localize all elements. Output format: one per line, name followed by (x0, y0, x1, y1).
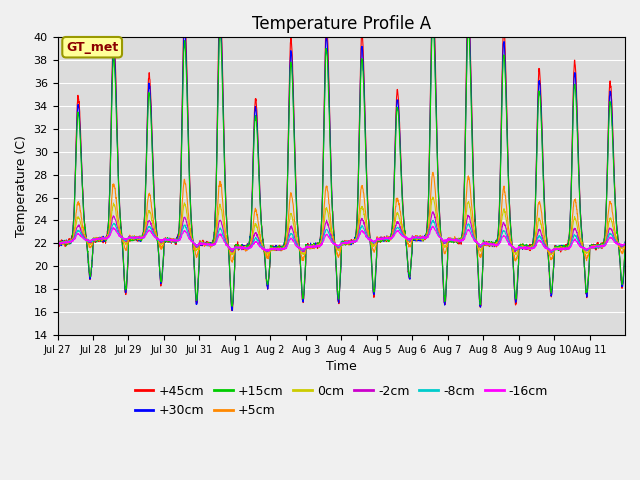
+45cm (376, 239, 383, 244)
-8cm (621, 240, 629, 246)
+45cm (228, 308, 236, 313)
+15cm (376, 239, 383, 244)
+5cm (54, 239, 61, 245)
-8cm (110, 221, 118, 227)
Line: +45cm: +45cm (58, 0, 625, 311)
-2cm (548, 250, 556, 256)
Line: +15cm: +15cm (58, 21, 625, 306)
+45cm (513, 298, 520, 303)
0cm (429, 194, 436, 200)
-16cm (545, 247, 552, 252)
0cm (547, 252, 555, 258)
+5cm (376, 238, 383, 243)
+15cm (513, 291, 520, 297)
-2cm (233, 244, 241, 250)
-16cm (265, 249, 273, 254)
-8cm (545, 245, 552, 251)
+45cm (110, 37, 118, 43)
+30cm (614, 230, 621, 236)
Y-axis label: Temperature (C): Temperature (C) (15, 135, 28, 237)
-8cm (376, 237, 383, 242)
+15cm (614, 229, 621, 235)
+45cm (233, 243, 241, 249)
0cm (545, 247, 552, 252)
-16cm (621, 241, 629, 247)
-8cm (233, 245, 241, 251)
+15cm (233, 245, 241, 251)
-2cm (614, 241, 621, 247)
+15cm (228, 303, 236, 309)
+45cm (545, 258, 552, 264)
+30cm (228, 308, 236, 313)
+45cm (54, 242, 61, 248)
+45cm (614, 230, 621, 236)
-8cm (429, 217, 437, 223)
-8cm (54, 240, 61, 245)
+30cm (545, 259, 552, 265)
-2cm (54, 240, 61, 246)
+5cm (513, 255, 520, 261)
+5cm (228, 259, 236, 265)
+15cm (54, 241, 61, 247)
+30cm (376, 237, 383, 243)
-8cm (548, 249, 556, 254)
+15cm (429, 18, 437, 24)
+5cm (545, 248, 552, 254)
0cm (621, 241, 629, 247)
-2cm (110, 214, 118, 219)
+45cm (621, 240, 629, 246)
-2cm (429, 209, 437, 215)
-16cm (376, 236, 383, 241)
+30cm (429, 3, 436, 9)
-16cm (513, 246, 520, 252)
-16cm (110, 226, 118, 231)
-2cm (376, 235, 383, 241)
Line: -8cm: -8cm (58, 220, 625, 252)
+5cm (621, 241, 629, 247)
+5cm (429, 169, 437, 175)
-2cm (621, 240, 629, 246)
0cm (614, 239, 621, 245)
Line: 0cm: 0cm (58, 197, 625, 255)
+5cm (233, 245, 241, 251)
+30cm (233, 244, 241, 250)
Title: Temperature Profile A: Temperature Profile A (252, 15, 431, 33)
-16cm (54, 241, 61, 247)
Legend: +45cm, +30cm, +15cm, +5cm, 0cm, -2cm, -8cm, -16cm: +45cm, +30cm, +15cm, +5cm, 0cm, -2cm, -8… (129, 380, 553, 422)
+30cm (513, 296, 520, 301)
0cm (513, 252, 520, 257)
Line: +5cm: +5cm (58, 172, 625, 262)
0cm (110, 202, 118, 208)
+5cm (614, 238, 621, 244)
0cm (54, 240, 61, 246)
-8cm (513, 247, 520, 252)
+15cm (545, 259, 552, 264)
+30cm (621, 239, 629, 245)
-16cm (233, 245, 241, 251)
0cm (233, 245, 241, 251)
X-axis label: Time: Time (326, 360, 356, 373)
Line: +30cm: +30cm (58, 6, 625, 311)
-2cm (545, 246, 552, 252)
0cm (376, 236, 383, 242)
-16cm (614, 240, 621, 246)
+15cm (110, 58, 118, 64)
+30cm (54, 240, 61, 246)
-16cm (429, 223, 436, 229)
Text: GT_met: GT_met (66, 41, 118, 54)
+15cm (621, 240, 629, 245)
+30cm (110, 46, 118, 52)
Line: -2cm: -2cm (58, 212, 625, 253)
-8cm (614, 240, 621, 246)
+5cm (110, 182, 118, 188)
Line: -16cm: -16cm (58, 226, 625, 252)
-2cm (513, 248, 520, 253)
